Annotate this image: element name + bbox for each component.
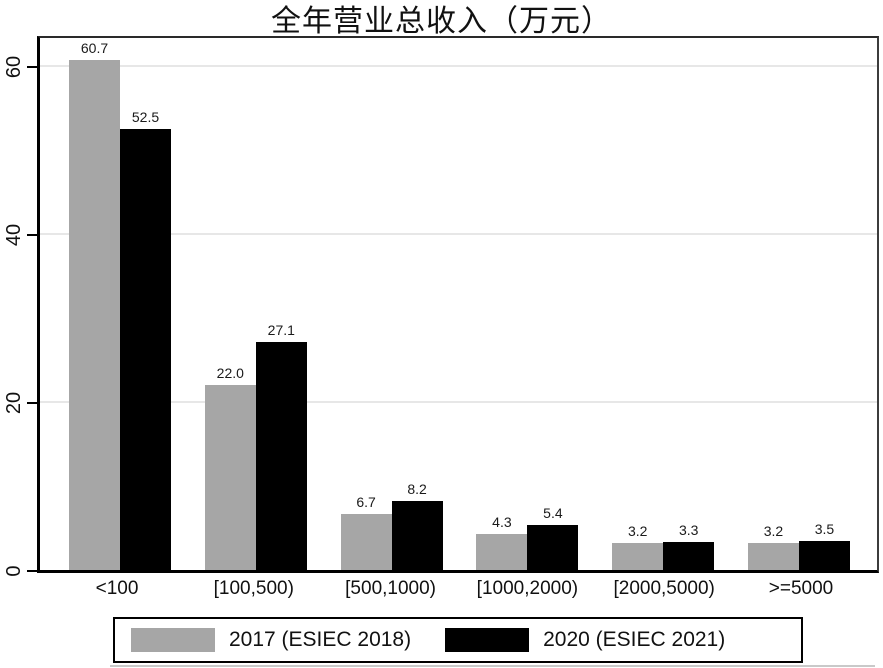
gridline xyxy=(40,401,877,403)
x-tick-label: [500,1000) xyxy=(345,578,437,599)
bar-group: 22.0 27.1 xyxy=(204,322,307,570)
gridline xyxy=(40,65,877,67)
bar-value-label: 3.5 xyxy=(814,521,835,537)
bar-value-label: 6.7 xyxy=(356,494,376,510)
y-tick-mark xyxy=(27,66,37,68)
bar-value-label: 3.2 xyxy=(627,523,648,539)
bar-value-label: 52.5 xyxy=(131,109,160,125)
plot-area: 60.7 52.5 22.0 27.1 6.7 8.2 4.3 5.4 3.2 3.3 3.2 3.5 xyxy=(37,36,879,573)
x-tick-label: [100,500) xyxy=(213,578,294,599)
y-tick-label: 20 xyxy=(3,391,25,415)
x-tick-label: [2000,5000) xyxy=(613,578,715,599)
chart-title: 全年营业总收入（万元） xyxy=(271,5,612,38)
bar-value-label: 8.2 xyxy=(407,481,427,497)
bars-row: 60.7 52.5 22.0 27.1 6.7 8.2 4.3 5.4 3.2 3.3 3.2 3.5 xyxy=(40,38,877,570)
bar-2017: 3.2 xyxy=(612,523,664,570)
bar-value-label: 5.4 xyxy=(543,505,563,521)
x-tick-label: >=5000 xyxy=(768,578,834,599)
bar-2017: 6.7 xyxy=(340,494,392,570)
bar-group: 3.2 3.3 xyxy=(612,522,715,570)
bar-value-label: 27.1 xyxy=(267,322,295,338)
y-tick-mark xyxy=(27,402,37,404)
plot-inner: 60.7 52.5 22.0 27.1 6.7 8.2 4.3 5.4 3.2 3.3 3.2 3.5 xyxy=(40,38,877,570)
bar-2020: 3.3 xyxy=(663,522,715,570)
legend-label-2017: 2017 (ESIEC 2018) xyxy=(229,628,412,651)
y-tick-label: 60 xyxy=(3,55,25,79)
bar-2020: 5.4 xyxy=(527,505,579,570)
bar-2017: 3.2 xyxy=(747,523,799,570)
bottom-edge-line xyxy=(110,665,875,667)
y-tick-label: 0 xyxy=(3,565,25,577)
bar-2020: 27.1 xyxy=(255,322,307,570)
bar-group: 60.7 52.5 xyxy=(69,40,171,570)
bar-value-label: 3.3 xyxy=(678,522,699,538)
x-tick-label: <100 xyxy=(95,578,139,599)
legend: 2017 (ESIEC 2018) 2020 (ESIEC 2021) xyxy=(113,617,803,663)
legend-label-2020: 2020 (ESIEC 2021) xyxy=(543,628,726,651)
bar-group: 6.7 8.2 xyxy=(340,481,443,570)
gridline xyxy=(40,233,877,235)
bar-value-label: 60.7 xyxy=(80,40,109,56)
bar-group: 3.2 3.5 xyxy=(747,521,850,570)
bar-2020: 3.5 xyxy=(798,521,850,570)
y-tick-mark xyxy=(27,570,37,572)
bar-2017: 22.0 xyxy=(204,365,256,570)
x-axis-labels: <100 [100,500) [500,1000) [1000,2000) [2000,… xyxy=(37,578,879,600)
x-tick-label: [1000,2000) xyxy=(476,578,579,599)
bar-2020: 8.2 xyxy=(391,481,443,570)
y-tick-label: 40 xyxy=(3,223,25,247)
bar-group: 4.3 5.4 xyxy=(476,505,579,570)
bar-value-label: 3.2 xyxy=(763,523,784,539)
bar-value-label: 22.0 xyxy=(216,365,244,381)
bar-value-label: 4.3 xyxy=(492,514,512,530)
bar-2017: 60.7 xyxy=(69,40,120,570)
legend-swatch-2017 xyxy=(131,628,215,652)
bar-2020: 52.5 xyxy=(120,109,171,570)
legend-swatch-2020 xyxy=(445,628,530,652)
y-tick-mark xyxy=(27,234,37,236)
bar-2017: 4.3 xyxy=(476,514,528,570)
